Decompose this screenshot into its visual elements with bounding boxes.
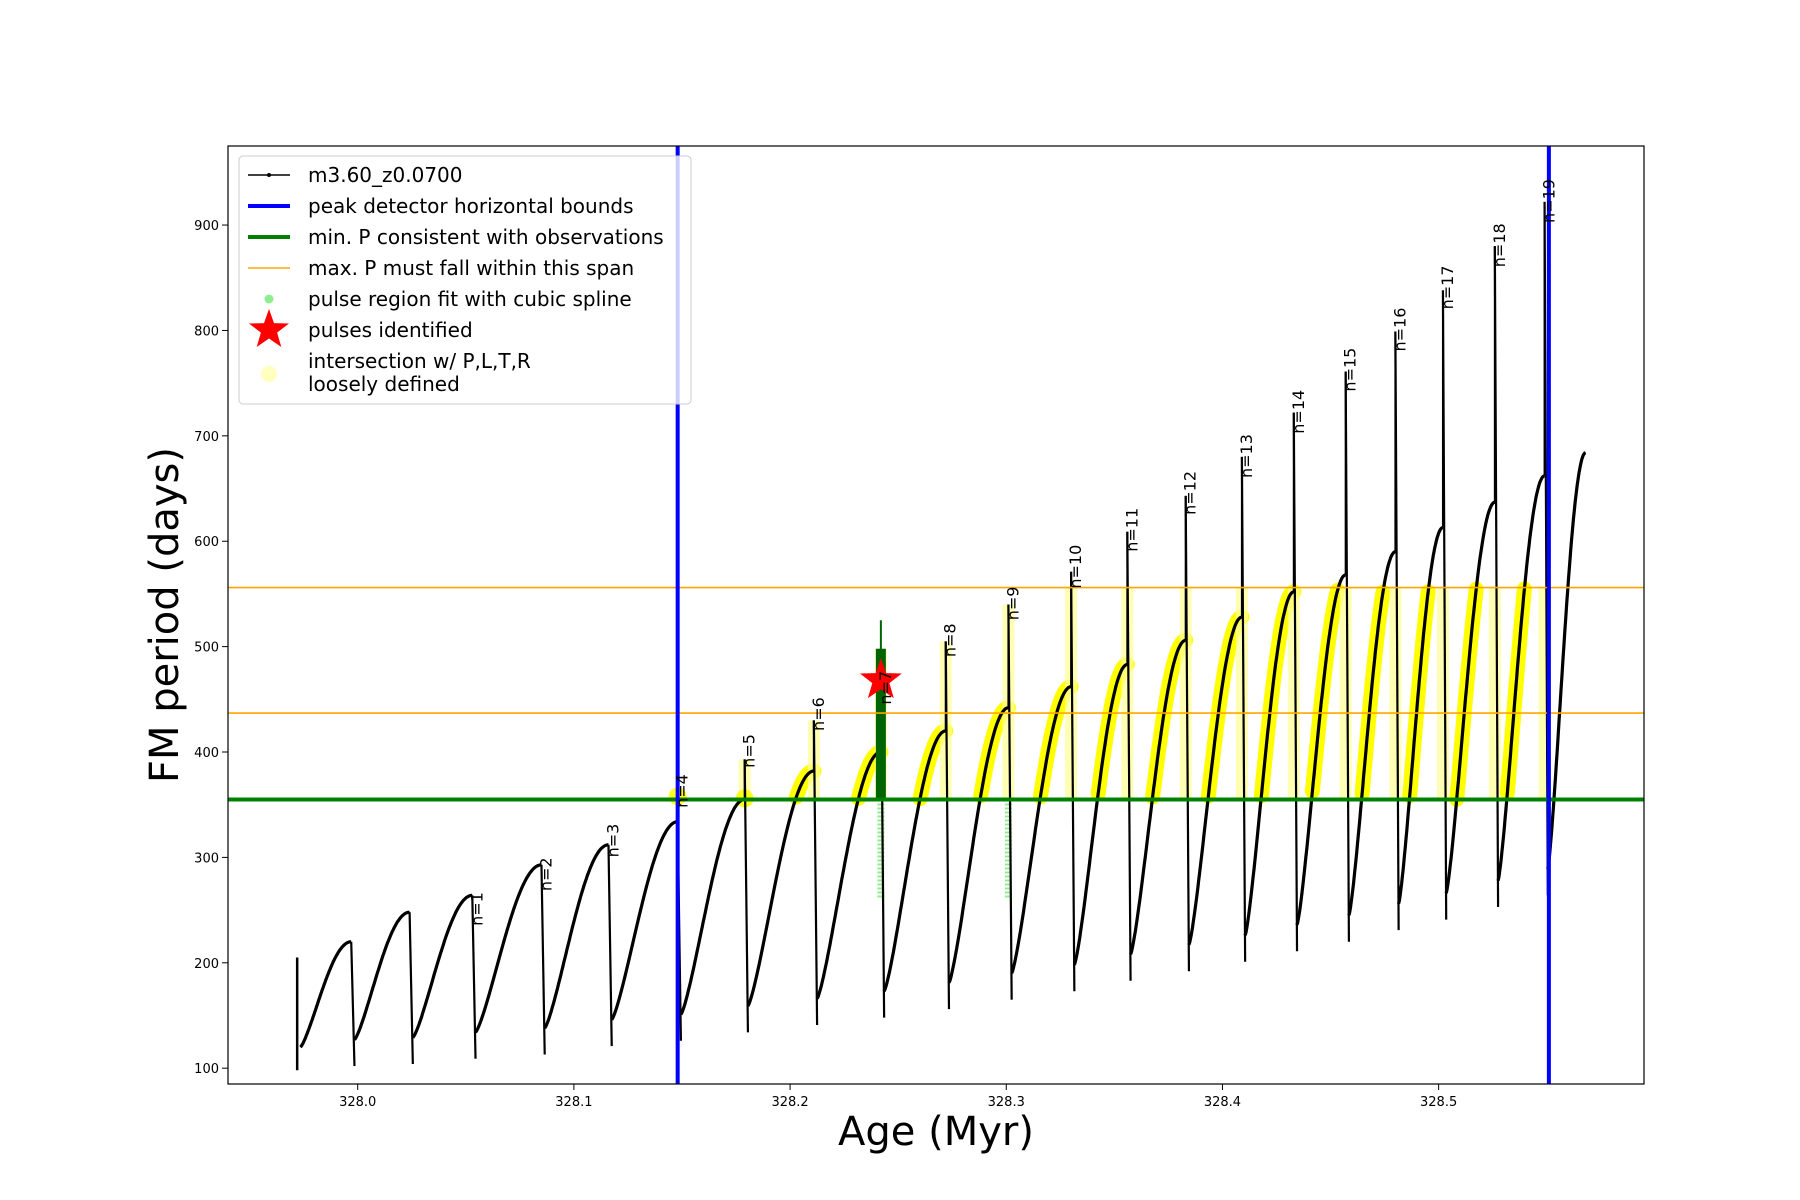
y-tick-label-8: 800 (194, 324, 219, 339)
pulse-labels: n=1 n=2 n=3 n=4 n=5 n=6 n=7 n=8 n=9 n=10 n=11 n=12 n… (467, 179, 1558, 926)
track-dip-11 (1007, 604, 1013, 1000)
track-arc-19 (1397, 525, 1444, 905)
legend-swatch-star (249, 309, 289, 347)
track-arc-11 (947, 706, 1010, 984)
legend-swatch-intersection (261, 366, 277, 382)
plot-area (227, 145, 1645, 1085)
pulse-label-10: n=10 (1066, 545, 1085, 589)
track-arc-14 (1129, 638, 1187, 955)
track-dip-13 (1126, 531, 1132, 981)
track-arc-final (1546, 451, 1587, 870)
pulse-label-4: n=4 (673, 774, 692, 808)
track-arc-21 (1496, 474, 1546, 881)
pulse-label-11: n=11 (1122, 508, 1141, 552)
legend-label-8: loosely defined (308, 372, 460, 396)
pulse-label-7: n=7 (876, 671, 895, 705)
pulse-label-14: n=14 (1289, 390, 1308, 434)
legend-box (238, 155, 692, 405)
track-arc-5 (543, 843, 610, 1030)
track-dip-14 (1184, 495, 1191, 972)
track-dip-5 (607, 844, 613, 1047)
identified-pulse-star (860, 658, 902, 699)
track-arc-10 (882, 729, 947, 992)
track-arc-18 (1347, 550, 1397, 916)
pulse-label-6: n=6 (809, 697, 828, 731)
x-tick-label-6: 328.5 (1420, 1095, 1457, 1110)
legend-label-5: pulse region fit with cubic spline (308, 287, 632, 311)
track-dip-8 (812, 720, 819, 1025)
y-axis-title: FM period (days) (142, 447, 188, 783)
x-tick-label-1: 328.0 (339, 1095, 376, 1110)
track-arc-15 (1187, 615, 1243, 946)
legend-swatch-spline-dot (264, 294, 274, 304)
track-arc-12 (1010, 685, 1072, 974)
track-arc-17 (1295, 573, 1347, 926)
legend-label-6: pulses identified (308, 318, 473, 342)
track-dip-20 (1493, 246, 1500, 907)
y-tick-label-3: 300 (194, 851, 219, 866)
pulse-label-3: n=3 (603, 824, 622, 858)
pulse-label-8: n=8 (941, 623, 960, 657)
pulse-label-19: n=19 (1540, 179, 1559, 223)
track-arc-13 (1072, 662, 1129, 966)
track-arc-4 (474, 863, 543, 1034)
x-tick-label-5: 328.4 (1204, 1095, 1241, 1110)
y-tick-label-6: 600 (194, 535, 219, 550)
y-tick-label-9: 900 (194, 219, 219, 234)
axis-ticks: 328.0 328.1 328.2 328.3 328.4 328.5 100 200 300 4… (194, 219, 1457, 1110)
track-arc-2 (353, 910, 411, 1041)
track-dip-17 (1344, 371, 1351, 942)
track-arc-3 (411, 893, 473, 1039)
x-tick-label-3: 328.2 (771, 1095, 808, 1110)
track-dip-10 (944, 641, 951, 1010)
legend-swatch-track-dot (267, 173, 271, 177)
track-arc-6 (610, 820, 679, 1021)
pulse-label-1: n=1 (467, 892, 486, 926)
track-dip-19 (1441, 290, 1448, 920)
pulse-label-9: n=9 (1003, 587, 1022, 621)
track-dip-2 (408, 912, 414, 1064)
y-tick-label-1: 100 (194, 1062, 219, 1077)
track-arc-20 (1444, 500, 1496, 894)
track-dip-7 (743, 759, 750, 1033)
legend-label-2: peak detector horizontal bounds (308, 194, 634, 218)
legend-label-1: m3.60_z0.0700 (308, 163, 463, 187)
x-axis-title: Age (Myr) (838, 1109, 1034, 1155)
track-dip-15 (1240, 456, 1247, 962)
pulse-label-16: n=16 (1390, 308, 1409, 352)
track-dip-3 (471, 895, 477, 1059)
pulse-label-18: n=18 (1490, 223, 1509, 267)
track-arc-9 (815, 750, 882, 1000)
track-dip-18 (1394, 331, 1400, 931)
track-dip-16 (1292, 412, 1299, 952)
x-tick-label-2: 328.1 (555, 1095, 592, 1110)
pulse-label-2: n=2 (536, 857, 555, 891)
track-arc-16 (1243, 590, 1295, 936)
x-tick-label-4: 328.3 (988, 1095, 1025, 1110)
legend-label-4: max. P must fall within this span (308, 256, 634, 280)
track-dip-4 (540, 864, 546, 1055)
legend-label-3: min. P consistent with observations (308, 225, 664, 249)
pulse-label-15: n=15 (1341, 348, 1360, 392)
track-arc-8 (746, 769, 815, 1007)
pulse-label-12: n=12 (1181, 471, 1200, 515)
pulse-label-13: n=13 (1237, 434, 1256, 478)
y-tick-label-2: 200 (194, 957, 219, 972)
pulse-label-17: n=17 (1438, 265, 1457, 309)
track-dip-12 (1070, 571, 1076, 992)
y-tick-label-4: 400 (194, 746, 219, 761)
track-arc-7 (679, 797, 746, 1016)
pulse-label-5: n=5 (740, 734, 759, 768)
track-arc-1 (299, 940, 352, 1049)
legend-label-7: intersection w/ P,L,T,R (308, 349, 531, 373)
identified-pulse-region (875, 648, 886, 800)
track-dip-1 (350, 941, 356, 1067)
y-tick-label-5: 500 (194, 641, 219, 656)
plot-frame (227, 145, 1645, 1085)
y-tick-label-7: 700 (194, 430, 219, 445)
